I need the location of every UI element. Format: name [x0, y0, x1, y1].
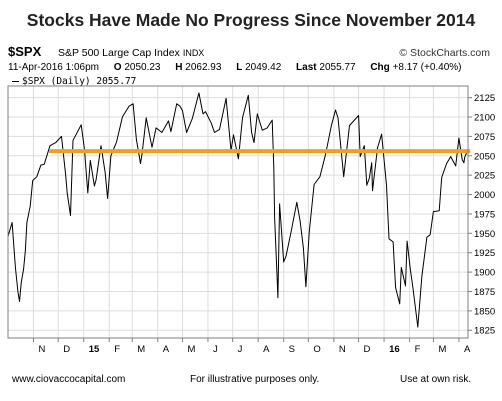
- quote-line: 11-Apr-2016 1:06pm O 2050.23 H 2062.93 L…: [8, 62, 474, 73]
- grid: [8, 86, 468, 338]
- quote-open: O 2050.23: [114, 62, 161, 73]
- y-tick: 2025: [468, 171, 495, 182]
- x-tick: 15: [83, 338, 100, 355]
- x-tick-label: N: [39, 344, 46, 355]
- open-value: 2050.23: [124, 62, 161, 73]
- x-tick-label: A: [464, 344, 471, 355]
- series-layer: [7, 92, 468, 328]
- x-tick: N: [33, 338, 46, 355]
- x-tick: A: [257, 338, 270, 355]
- x-tick: J: [207, 338, 218, 355]
- low-label: L: [236, 62, 243, 73]
- x-tick: O: [307, 338, 321, 355]
- y-tick: 2100: [468, 113, 495, 124]
- x-tick-label: 16: [389, 344, 400, 355]
- x-tick: S: [283, 338, 295, 355]
- x-tick: A: [157, 338, 170, 355]
- y-tick: 2000: [468, 190, 495, 201]
- y-tick: 2050: [468, 151, 495, 162]
- x-tick-label: 15: [89, 344, 100, 355]
- quote-last: Last 2055.77: [296, 62, 356, 73]
- open-label: O: [113, 62, 122, 73]
- index-name-text: S&P 500 Large Cap Index: [58, 47, 180, 59]
- high-label: H: [175, 62, 183, 73]
- exchange-label: INDX: [182, 48, 205, 58]
- x-tick: A: [458, 338, 471, 355]
- y-tick: 2075: [468, 132, 495, 143]
- x-tick-label: F: [415, 344, 421, 355]
- y-tick-label: 1925: [474, 248, 495, 259]
- y-tick-label: 1825: [474, 326, 495, 337]
- x-tick-label: J: [238, 344, 243, 355]
- x-tick-label: D: [364, 344, 371, 355]
- y-tick-label: 1975: [474, 209, 495, 220]
- last-label: Last: [296, 62, 317, 73]
- high-value: 2062.93: [185, 62, 222, 73]
- quote-high: H 2062.93: [175, 62, 221, 73]
- x-tick: D: [57, 338, 70, 355]
- x-tick: M: [432, 338, 446, 355]
- x-tick-label: D: [63, 344, 70, 355]
- chart-title: Stocks Have Made No Progress Since Novem…: [26, 10, 476, 30]
- footer-disclaimer: For illustrative purposes only.: [190, 374, 320, 385]
- quote-change: Chg +8.17 (+0.40%): [370, 62, 461, 73]
- x-tick-label: A: [163, 344, 170, 355]
- x-tick: D: [358, 338, 371, 355]
- source-credit: © StockCharts.com: [399, 47, 490, 59]
- y-tick-label: 2000: [474, 190, 495, 201]
- x-tick: F: [409, 338, 421, 355]
- x-axis: N D 15 F M A M J J A S O N D 16 F M A: [33, 338, 471, 355]
- x-tick-label: M: [438, 344, 446, 355]
- y-tick: 1875: [468, 287, 495, 298]
- quote-low: L 2049.42: [236, 62, 281, 73]
- y-tick: 1850: [468, 306, 495, 317]
- y-tick: 2125: [468, 93, 495, 104]
- x-tick-label: O: [313, 344, 320, 355]
- footer-website: www.ciovaccocapital.com: [12, 374, 126, 385]
- x-tick-label: N: [339, 344, 346, 355]
- y-tick: 1900: [468, 268, 495, 279]
- y-tick-label: 1950: [474, 229, 495, 240]
- y-tick-label: 1875: [474, 287, 495, 298]
- last-value: 2055.77: [319, 62, 356, 73]
- low-value: 2049.42: [245, 62, 282, 73]
- y-tick-label: 2025: [474, 171, 495, 182]
- chg-value: +8.17 (+0.40%): [392, 62, 462, 73]
- series-line-spx: [7, 92, 468, 328]
- y-tick-label: 2100: [474, 113, 495, 124]
- series-legend: $SPX (Daily) 2055.77: [12, 76, 136, 87]
- plot-frame: [7, 85, 469, 339]
- y-tick-label: 2075: [474, 132, 495, 143]
- x-tick: M: [181, 338, 195, 355]
- x-tick-label: J: [213, 344, 218, 355]
- x-tick: N: [333, 338, 346, 355]
- y-tick-label: 1850: [474, 306, 495, 317]
- x-tick: M: [131, 338, 145, 355]
- chg-label: Chg: [370, 62, 390, 73]
- y-tick-label: 1900: [474, 268, 495, 279]
- x-tick-label: M: [187, 344, 195, 355]
- x-tick: 16: [383, 338, 400, 355]
- legend-label: $SPX (Daily) 2055.77: [22, 76, 137, 87]
- y-tick: 1825: [468, 326, 495, 337]
- y-tick: 1950: [468, 229, 495, 240]
- y-axis: 1825 1850 1875 1900 1925 1950 1975 2000 2025 2050…: [468, 93, 495, 337]
- legend-swatch: [12, 81, 19, 82]
- x-tick-label: S: [289, 344, 295, 355]
- ticker-symbol: $SPX: [8, 44, 42, 59]
- x-tick-label: A: [263, 344, 270, 355]
- y-tick-label: 2050: [474, 151, 495, 162]
- index-name: S&P 500 Large Cap Index INDX: [58, 47, 204, 59]
- footer-risk-note: Use at own risk.: [400, 374, 472, 385]
- y-tick: 1925: [468, 248, 495, 259]
- x-tick-label: F: [114, 344, 120, 355]
- y-tick-label: 2125: [474, 93, 495, 104]
- x-tick: F: [108, 338, 120, 355]
- x-tick-label: M: [137, 344, 145, 355]
- x-tick: J: [232, 338, 243, 355]
- quote-date: 11-Apr-2016 1:06pm: [8, 62, 99, 73]
- y-tick: 1975: [468, 209, 495, 220]
